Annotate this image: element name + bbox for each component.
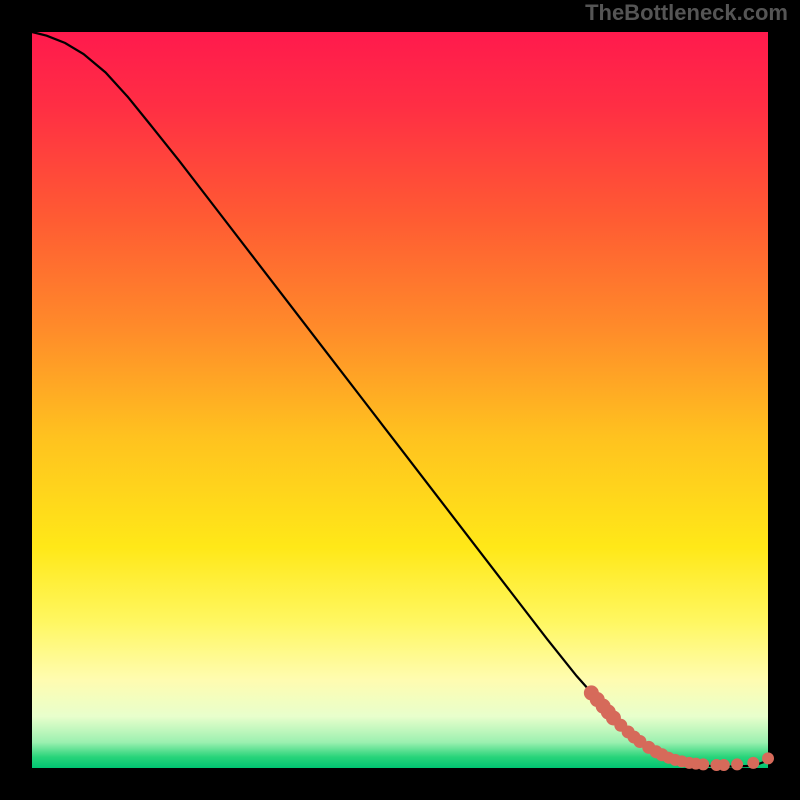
data-marker (748, 757, 759, 768)
plot-background (32, 32, 768, 768)
data-marker (718, 760, 729, 771)
data-marker (732, 759, 743, 770)
chart-wrapper: TheBottleneck.com (0, 0, 800, 800)
data-marker (698, 759, 709, 770)
bottleneck-chart (0, 0, 800, 800)
watermark-text: TheBottleneck.com (585, 0, 788, 26)
data-marker (763, 753, 774, 764)
